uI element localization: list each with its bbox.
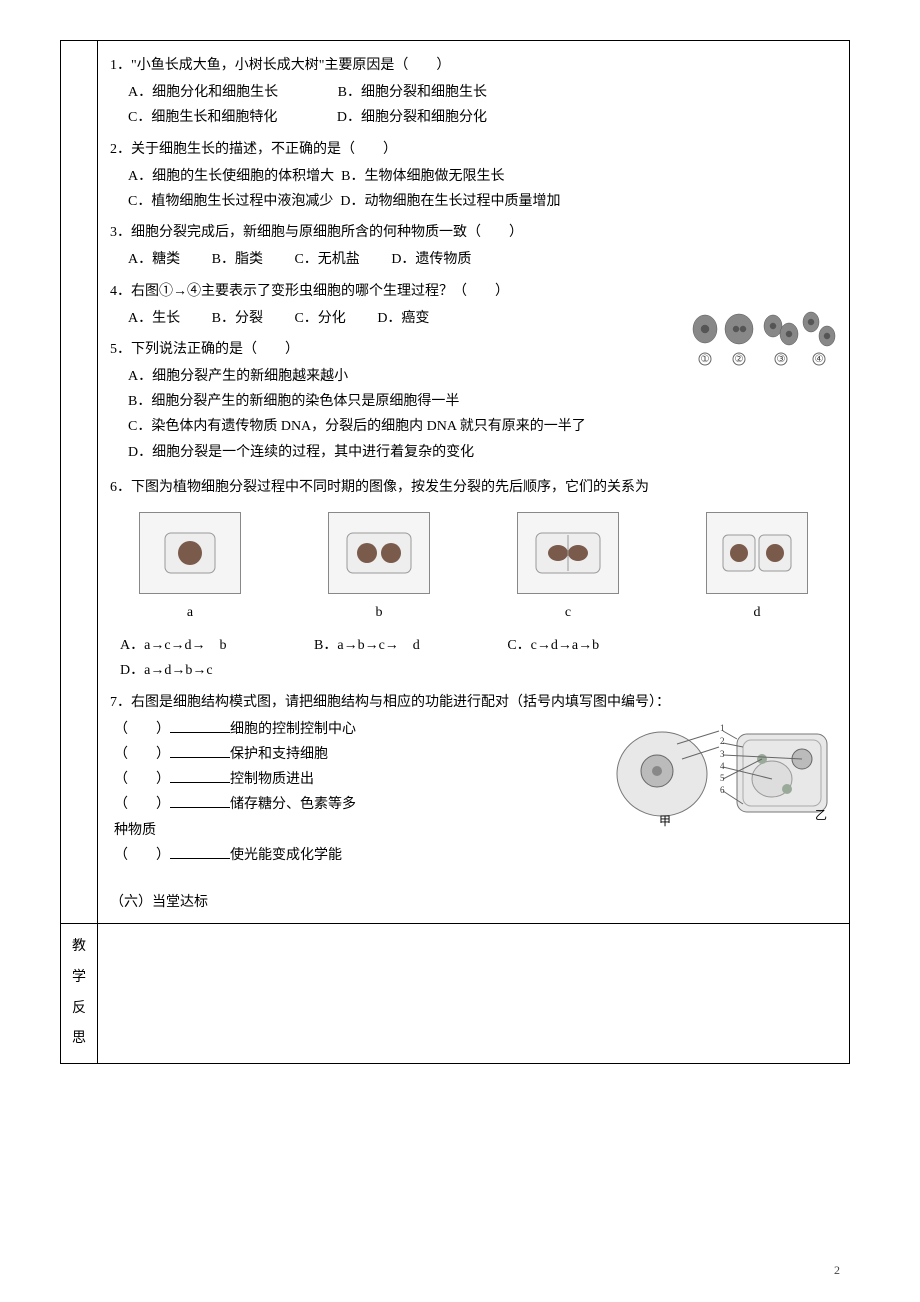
- q5-opt-c: C．染色体内有遗传物质 DNA，分裂后的细胞内 DNA 就只有原来的一半了: [110, 414, 837, 439]
- q5-opt-d: D．细胞分裂是一个连续的过程，其中进行着复杂的变化: [128, 440, 837, 465]
- cell-division-figures: a b c: [110, 512, 837, 625]
- question-2: 2．关于细胞生长的描述，不正确的是（ ） A．细胞的生长使细胞的体积增大 B．生…: [110, 137, 837, 215]
- q6-opt-c: C．c→d→a→b: [507, 638, 599, 653]
- q5-opt-b: B．细胞分裂产生的新细胞的染色体只是原细胞得一半: [128, 389, 837, 414]
- blank-4: [170, 793, 230, 808]
- q2-opt-a: A．细胞的生长使细胞的体积增大: [128, 169, 334, 184]
- question-7: 7．右图是细胞结构模式图，请把细胞结构与相应的功能进行配对（括号内填写图中编号）…: [110, 690, 837, 874]
- svg-text:5: 5: [720, 773, 725, 783]
- cell-structure-diagram: 1 2 3 4 5 6 甲 乙: [607, 719, 837, 829]
- svg-text:1: 1: [720, 723, 725, 733]
- q4-opt-c: C．分化: [294, 311, 345, 326]
- q1-opt-d: D．细胞分裂和细胞分化: [337, 110, 487, 125]
- svg-text:2: 2: [720, 736, 725, 746]
- amoeba-label-4: ④: [815, 354, 824, 365]
- q1-options: A．细胞分化和细胞生长 B．细胞分裂和细胞生长 C．细胞生长和细胞特化 D．细胞…: [128, 80, 837, 130]
- question-1: 1．"小鱼长成大鱼，小树长成大树"主要原因是（ ） A．细胞分化和细胞生长 B．…: [110, 53, 837, 131]
- cell-label-c: c: [565, 605, 571, 620]
- side-char-1: 教: [72, 939, 86, 954]
- cell-fig-d: [706, 512, 808, 594]
- reflection-cell: [98, 924, 850, 1064]
- q2-stem: 2．关于细胞生长的描述，不正确的是（ ）: [110, 137, 837, 162]
- svg-text:4: 4: [720, 761, 725, 771]
- q3-opt-c: C．无机盐: [294, 252, 359, 267]
- q6-opt-d: D．a→d→b→c: [120, 663, 213, 678]
- svg-text:6: 6: [720, 785, 725, 795]
- sidecol-reflection: 教 学 反 思: [61, 924, 98, 1064]
- q7-item-5: 使光能变成化学能: [230, 848, 342, 863]
- q1-opt-c: C．细胞生长和细胞特化: [128, 110, 277, 125]
- q1-opt-a: A．细胞分化和细胞生长: [128, 85, 278, 100]
- side-char-2: 学: [72, 970, 86, 985]
- blank-2: [170, 743, 230, 758]
- q4-opt-b: B．分裂: [212, 311, 263, 326]
- main-content-cell: 1．"小鱼长成大鱼，小树长成大树"主要原因是（ ） A．细胞分化和细胞生长 B．…: [98, 41, 850, 924]
- cell-label-b: b: [376, 605, 383, 620]
- cell-fig-c: [517, 512, 619, 594]
- q7-stem: 7．右图是细胞结构模式图，请把细胞结构与相应的功能进行配对（括号内填写图中编号）…: [110, 690, 837, 715]
- q7-item-4: 储存糖分、色素等多: [230, 797, 356, 812]
- q3-stem: 3．细胞分裂完成后，新细胞与原细胞所含的何种物质一致（ ）: [110, 220, 837, 245]
- q3-options: A．糖类 B．脂类 C．无机盐 D．遗传物质: [128, 247, 837, 272]
- q6-opt-b: B．a→b→c→ d: [314, 638, 420, 653]
- q5-options: A．细胞分裂产生的新细胞越来越小 B．细胞分裂产生的新细胞的染色体只是原细胞得一…: [128, 364, 837, 465]
- q6-opt-a: A．a→c→d→ b: [120, 638, 227, 653]
- amoeba-figure: ① ② ③ ④: [687, 304, 837, 374]
- q7-item-1: 细胞的控制控制中心: [230, 722, 356, 737]
- amoeba-label-2: ②: [735, 354, 744, 365]
- side-char-3: 反: [72, 1001, 86, 1016]
- svg-text:3: 3: [720, 749, 725, 759]
- amoeba-label-3: ③: [777, 354, 786, 365]
- side-char-4: 思: [72, 1031, 86, 1046]
- q2-opt-d: D．动物细胞在生长过程中质量增加: [340, 194, 560, 209]
- blank-1: [170, 718, 230, 733]
- question-3: 3．细胞分裂完成后，新细胞与原细胞所含的何种物质一致（ ） A．糖类 B．脂类 …: [110, 220, 837, 272]
- sidecol-empty: [61, 41, 98, 924]
- page-number: 2: [834, 1260, 840, 1282]
- q2-opt-c: C．植物细胞生长过程中液泡减少: [128, 194, 333, 209]
- q7-item-4b: 种物质: [114, 823, 156, 838]
- q4-opt-a: A．生长: [128, 311, 180, 326]
- q6-stem: 6．下图为植物细胞分裂过程中不同时期的图像，按发生分裂的先后顺序，它们的关系为: [110, 475, 837, 500]
- q4-opt-d: D．癌变: [377, 311, 429, 326]
- question-6: 6．下图为植物细胞分裂过程中不同时期的图像，按发生分裂的先后顺序，它们的关系为 …: [110, 475, 837, 684]
- section-six-heading: （六）当堂达标: [110, 890, 837, 915]
- blank-5: [170, 844, 230, 859]
- q1-stem: 1．"小鱼长成大鱼，小树长成大树"主要原因是（ ）: [110, 53, 837, 78]
- q3-opt-d: D．遗传物质: [391, 252, 471, 267]
- q7-item-3: 控制物质进出: [230, 772, 314, 787]
- cell-label-d: d: [754, 605, 761, 620]
- cell-label-a: a: [187, 605, 193, 620]
- cell-fig-a: [139, 512, 241, 594]
- question-4: 4．右图①→④主要表示了变形虫细胞的哪个生理过程？（ ） ① ② ③: [110, 279, 837, 331]
- lesson-table: 1．"小鱼长成大鱼，小树长成大树"主要原因是（ ） A．细胞分化和细胞生长 B．…: [60, 40, 850, 1064]
- q3-opt-b: B．脂类: [212, 252, 263, 267]
- q6-options: A．a→c→d→ b B．a→b→c→ d C．c→d→a→b D．a→d→b→…: [120, 633, 837, 683]
- diagram-label-yi: 乙: [815, 808, 827, 822]
- q2-opt-b: B．生物体细胞做无限生长: [341, 169, 504, 184]
- cell-fig-b: [328, 512, 430, 594]
- q2-options: A．细胞的生长使细胞的体积增大 B．生物体细胞做无限生长 C．植物细胞生长过程中…: [128, 164, 837, 214]
- q4-stem: 4．右图①→④主要表示了变形虫细胞的哪个生理过程？（ ）: [110, 279, 837, 304]
- q1-opt-b: B．细胞分裂和细胞生长: [338, 85, 487, 100]
- q3-opt-a: A．糖类: [128, 252, 180, 267]
- diagram-label-jia: 甲: [659, 814, 671, 828]
- blank-3: [170, 768, 230, 783]
- q7-item-2: 保护和支持细胞: [230, 747, 328, 762]
- amoeba-label-1: ①: [701, 354, 710, 365]
